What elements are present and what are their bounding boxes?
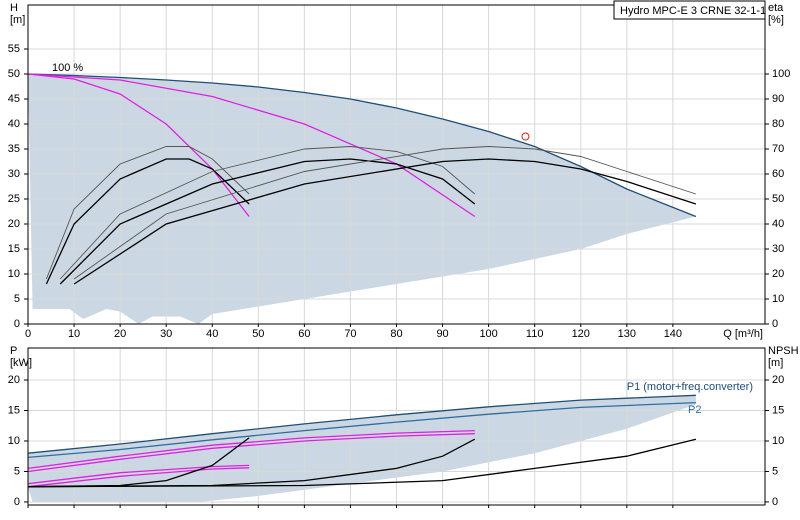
curve — [27, 73, 250, 217]
y-axis-unit: [m] — [10, 14, 25, 26]
x-tick-label: 40 — [206, 328, 218, 340]
y2-tick-label: 60 — [772, 168, 784, 180]
y-tick-label: 20 — [8, 374, 20, 386]
curve — [45, 146, 250, 280]
x-tick-label: 10 — [68, 328, 80, 340]
y-tick-label: 5 — [14, 293, 20, 305]
curve — [27, 401, 696, 459]
curve — [27, 73, 476, 218]
annotation: 100 % — [52, 62, 83, 74]
x-tick-label: 110 — [526, 328, 544, 340]
y2-tick-label: 20 — [772, 374, 784, 386]
curve — [45, 158, 250, 285]
title-box — [613, 0, 766, 20]
y-tick-label: 40 — [8, 118, 20, 130]
x-axis-label: Q [m³/h] — [723, 328, 763, 340]
y-tick-label: 45 — [8, 93, 20, 105]
x-tick-label: 50 — [252, 328, 264, 340]
y-tick-label: 15 — [8, 404, 20, 416]
y-tick-label: 10 — [8, 435, 20, 447]
y-tick-label: 10 — [8, 268, 20, 280]
y2-axis-label: eta — [768, 2, 784, 14]
x-tick-label: 140 — [664, 328, 682, 340]
y2-tick-label: 80 — [772, 118, 784, 130]
curve — [73, 146, 697, 280]
y-tick-label: 35 — [8, 143, 20, 155]
x-tick-label: 70 — [344, 328, 356, 340]
x-tick-label: 100 — [479, 328, 497, 340]
y2-axis-unit: [%] — [768, 14, 784, 26]
y2-axis-label: NPSH — [768, 345, 799, 357]
y-tick-label: 50 — [8, 68, 20, 80]
x-tick-label: 80 — [390, 328, 402, 340]
chart-title: Hydro MPC-E 3 CRNE 32-1-1 — [620, 5, 766, 17]
y2-tick-label: 10 — [772, 435, 784, 447]
y2-tick-label: 50 — [772, 193, 784, 205]
y2-axis-unit: [m] — [768, 357, 783, 369]
y2-tick-label: 0 — [772, 496, 778, 508]
y-tick-label: 0 — [14, 496, 20, 508]
curve — [59, 158, 476, 285]
curve — [27, 464, 250, 485]
y-tick-label: 30 — [8, 168, 20, 180]
y-axis-unit: [kW] — [10, 357, 32, 369]
curve — [27, 429, 475, 470]
y2-tick-label: 15 — [772, 404, 784, 416]
y2-tick-label: 90 — [772, 93, 784, 105]
x-tick-label: 30 — [160, 328, 172, 340]
y2-tick-label: 70 — [772, 143, 784, 155]
operating-point — [521, 132, 530, 141]
x-tick-label: 20 — [114, 328, 126, 340]
curve — [27, 438, 697, 488]
y2-tick-label: 20 — [772, 268, 784, 280]
y-tick-label: 55 — [8, 43, 20, 55]
x-tick-label: 90 — [436, 328, 448, 340]
curve — [27, 394, 696, 454]
y-axis-label: P — [10, 345, 17, 357]
y-tick-label: 25 — [8, 193, 20, 205]
curve — [27, 73, 697, 218]
x-tick-label: 120 — [572, 328, 590, 340]
y-tick-label: 5 — [14, 465, 20, 477]
x-tick-label: 0 — [25, 328, 31, 340]
y2-tick-label: 40 — [772, 218, 784, 230]
y2-tick-label: 100 — [772, 68, 790, 80]
y2-tick-label: 0 — [772, 318, 778, 330]
y-tick-label: 15 — [8, 243, 20, 255]
y-axis-label: H — [10, 2, 18, 14]
curve — [27, 433, 475, 473]
y2-tick-label: 5 — [772, 465, 778, 477]
curve-label: P2 — [688, 404, 701, 416]
curve — [73, 158, 697, 285]
operating-area — [28, 395, 696, 502]
x-tick-label: 60 — [298, 328, 310, 340]
curve — [27, 467, 250, 488]
curve-label: P1 (motor+freq.converter) — [627, 381, 753, 393]
y2-tick-label: 10 — [772, 293, 784, 305]
curve — [59, 146, 476, 280]
y-tick-label: 20 — [8, 218, 20, 230]
y-tick-label: 0 — [14, 318, 20, 330]
x-tick-label: 130 — [618, 328, 636, 340]
y2-tick-label: 30 — [772, 243, 784, 255]
